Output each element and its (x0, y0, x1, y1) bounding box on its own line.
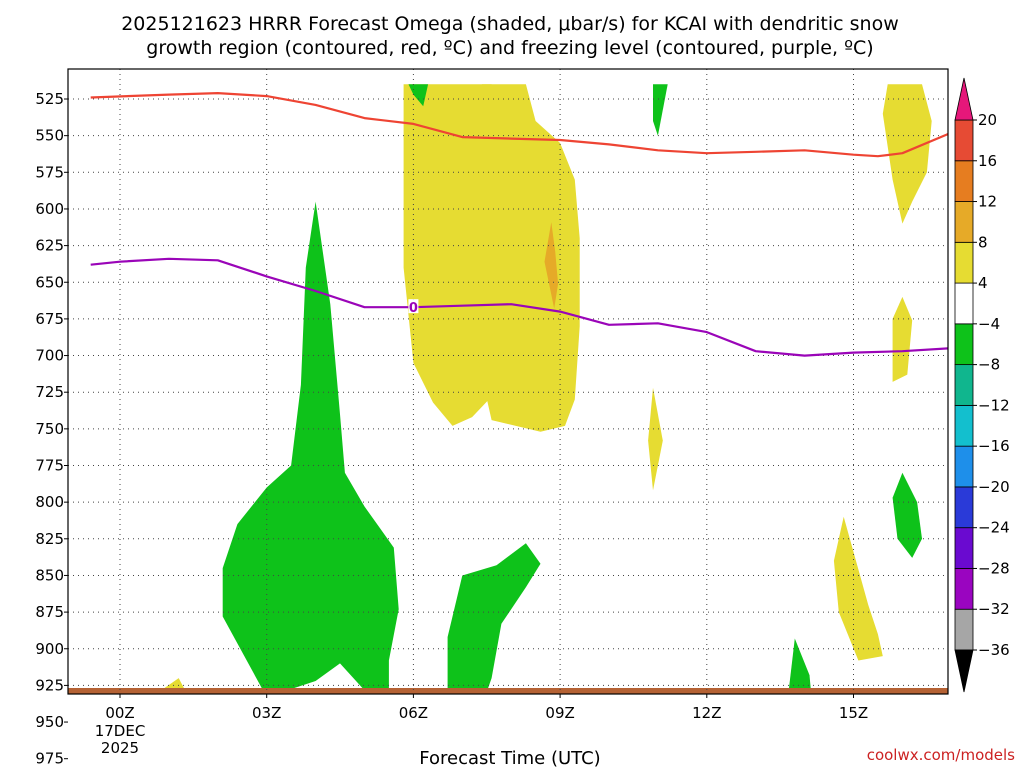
x-tick-date-label: 17DEC (95, 722, 146, 740)
omega-region (892, 472, 922, 558)
omega-region (544, 222, 559, 309)
colorbar-segment (954, 404, 974, 447)
colorbar-max-arrow (954, 77, 974, 121)
x-tick-label: 03Z (252, 704, 281, 722)
omega-region (653, 84, 668, 136)
dgz-contour-line (90, 91, 948, 158)
omega-shading (68, 84, 948, 694)
y-tick-label: 625 (35, 237, 64, 255)
colorbar-label: −4 (978, 315, 1000, 333)
colorbar-label: −24 (978, 519, 1010, 537)
y-tick-label: 675 (35, 310, 64, 328)
y-tick-label: 525 (35, 90, 64, 108)
y-tick-label: 950 (35, 713, 64, 731)
colorbar-segment (954, 486, 974, 529)
y-tick-label: 750 (35, 420, 64, 438)
y-tick-label: 825 (35, 530, 64, 548)
colorbar-segment (954, 201, 974, 243)
y-tick-label: 575 (35, 163, 64, 181)
y-tick-label: 875 (35, 603, 64, 621)
x-tick-label: 06Z (399, 704, 428, 722)
plot-area: 0 525 550 575 600 625 650 675 700 725 750 775 800 825… (35, 68, 949, 768)
freezing-level-contour-label: 0 (409, 301, 418, 316)
terrain-strip (68, 688, 948, 694)
credit-text: coolwx.com/models (867, 746, 1015, 764)
colorbar-label: 20 (978, 111, 997, 129)
colorbar-label: −16 (978, 437, 1010, 455)
colorbar-segment (954, 119, 974, 162)
colorbar-label: −36 (978, 641, 1010, 659)
colorbar-label: −12 (978, 396, 1010, 414)
contour-lines (90, 91, 948, 357)
y-tick-label: 900 (35, 640, 64, 658)
x-tick-label: 12Z (692, 704, 721, 722)
x-tick-label: 09Z (545, 704, 574, 722)
x-tick-label: 15Z (839, 704, 868, 722)
chart-title-line-2: growth region (contoured, red, ºC) and f… (146, 37, 873, 59)
x-tick-label: 00Z (105, 704, 134, 722)
colorbar-label: 4 (978, 274, 988, 292)
colorbar-segment (954, 527, 974, 569)
y-tick-label: 600 (35, 200, 64, 218)
y-tick-label: 700 (35, 347, 64, 365)
colorbar-segment (954, 241, 974, 284)
y-tick-label: 850 (35, 566, 64, 584)
colorbar-segment (954, 323, 974, 366)
colorbar-segment (954, 364, 974, 406)
colorbar-segment (954, 608, 974, 651)
x-tick-date-label: 2025 (101, 739, 139, 757)
colorbar-label: 12 (978, 193, 997, 211)
colorbar-segment (954, 445, 974, 488)
y-tick-label: 925 (35, 676, 64, 694)
omega-region (447, 543, 541, 694)
y-tick-label: 800 (35, 493, 64, 511)
omega-region (222, 201, 399, 694)
chart-title-line-1: 2025121623 HRRR Forecast Omega (shaded, … (121, 13, 899, 35)
colorbar-label: −28 (978, 559, 1010, 577)
omega-region (477, 84, 580, 432)
gridlines (68, 69, 948, 694)
omega-region (892, 296, 913, 382)
y-tick-label: 725 (35, 383, 64, 401)
colorbar: −36 −32 −28 −24 −20 −16 −12 −8 −4 4 8 12 16 20 (954, 77, 1010, 693)
y-tick-label: 975 (35, 750, 64, 768)
colorbar-label: 16 (978, 152, 997, 170)
omega-region (788, 638, 812, 694)
y-tick-label: 650 (35, 273, 64, 291)
omega-region (648, 387, 663, 491)
freezing-level-contour-line (90, 257, 948, 357)
y-tick-label: 550 (35, 127, 64, 145)
x-axis-label: Forecast Time (UTC) (419, 748, 600, 768)
colorbar-label: −8 (978, 356, 1000, 374)
colorbar-min-arrow (954, 649, 974, 693)
colorbar-segment (954, 282, 974, 325)
colorbar-segment (954, 160, 974, 202)
colorbar-segment (954, 568, 974, 610)
plot-frame (67, 68, 949, 695)
omega-region (833, 516, 883, 661)
colorbar-label: −20 (978, 478, 1010, 496)
colorbar-label: 8 (978, 233, 988, 251)
omega-region (882, 84, 932, 224)
colorbar-label: −32 (978, 600, 1010, 618)
contour-label-bg (408, 299, 419, 314)
y-tick-label: 775 (35, 457, 64, 475)
